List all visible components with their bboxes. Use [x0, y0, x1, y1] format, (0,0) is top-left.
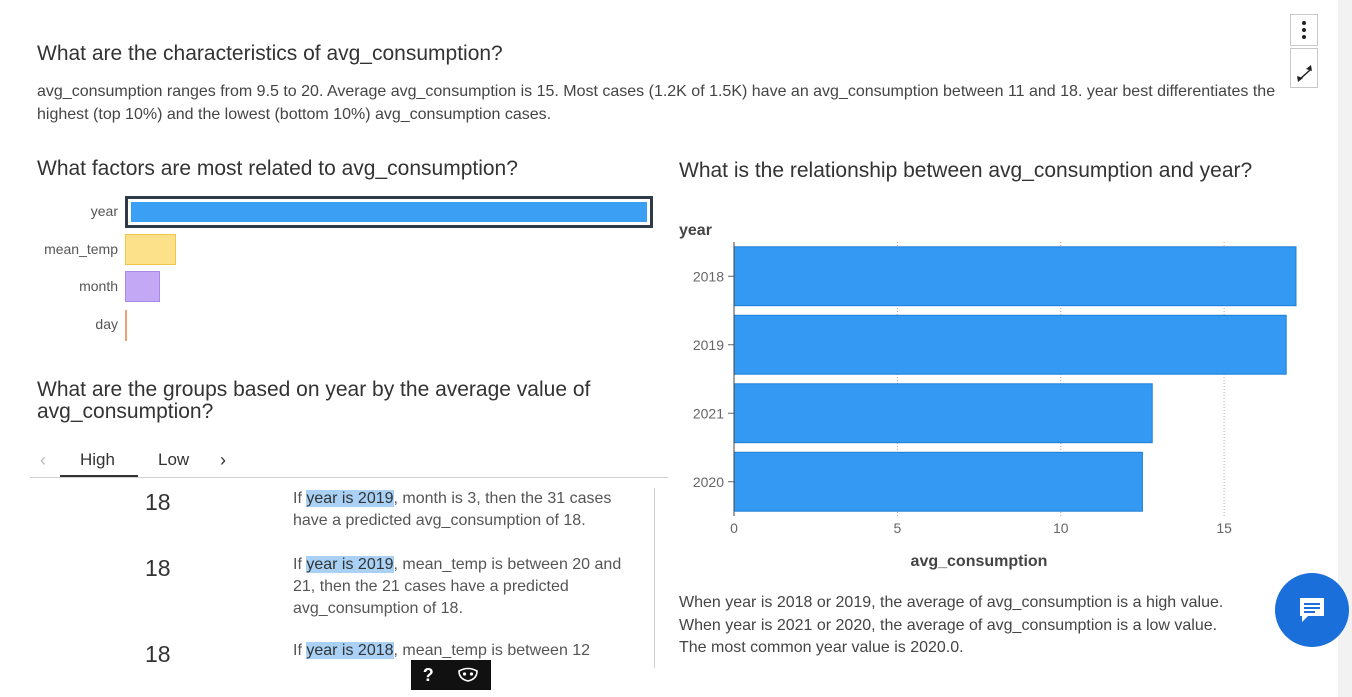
x-axis-label: avg_consumption [911, 553, 1048, 570]
bar-2019[interactable] [733, 314, 1287, 375]
rule-value: 18 [145, 489, 171, 515]
tab-low[interactable]: Low [158, 450, 190, 469]
y-tick-label: 2021 [693, 405, 724, 421]
x-tick-label: 10 [1053, 520, 1069, 536]
y-tick-label: 2019 [693, 337, 724, 353]
x-tick-label: 5 [893, 520, 901, 536]
characteristics-title: What are the characteristics of avg_cons… [37, 42, 503, 65]
rule-text: If year is 2019, mean_temp is between 20… [293, 556, 622, 617]
chevron-right-icon[interactable]: › [220, 450, 226, 470]
insight-line: When year is 2018 or 2019, the average o… [679, 594, 1224, 611]
factors-title: What factors are most related to avg_con… [37, 157, 518, 180]
scroll-strip [1338, 0, 1352, 697]
rule-value: 18 [145, 641, 171, 667]
factor-label-month: month [79, 278, 118, 294]
factor-bar-day[interactable] [125, 310, 127, 341]
bar-2021[interactable] [733, 383, 1153, 444]
factor-label-year: year [90, 203, 118, 219]
x-tick-label: 15 [1216, 520, 1232, 536]
rule-highlight: year is 2019 [306, 556, 394, 573]
rule-highlight: year is 2018 [306, 642, 394, 659]
factor-bar-month[interactable] [125, 271, 160, 302]
relationship-chart: 2018 2019 2021 2020 0 5 10 15 year avg_consumptio… [679, 222, 1297, 570]
relationship-title: What is the relationship between avg_con… [679, 159, 1253, 182]
chat-button[interactable] [1275, 573, 1349, 647]
rule-highlight: year is 2019 [306, 490, 394, 507]
rule-value: 18 [145, 555, 171, 581]
bar-2018[interactable] [733, 246, 1297, 307]
question-mark-icon[interactable]: ? [422, 664, 434, 685]
x-tick-label: 0 [730, 520, 738, 536]
y-axis-label: year [679, 222, 712, 239]
chat-bubble-icon [1300, 598, 1324, 622]
rules-scrollbar[interactable] [654, 488, 655, 668]
bottom-toolbar: ? [411, 660, 491, 690]
tab-high[interactable]: High [80, 450, 115, 469]
rule-text: If year is 2019, month is 3, then the 31… [293, 490, 612, 529]
y-tick-label: 2018 [693, 268, 724, 284]
relationship-insight: When year is 2018 or 2019, the average o… [679, 592, 1289, 660]
mask-icon[interactable] [457, 667, 479, 683]
chevron-left-icon[interactable]: ‹ [40, 450, 46, 470]
more-options-button[interactable] [1290, 14, 1318, 46]
groups-title: What are the groups based on year by the… [37, 378, 591, 423]
factor-label-day: day [95, 316, 118, 332]
vertical-ellipsis-icon [1302, 21, 1306, 25]
factor-bar-mean-temp[interactable] [125, 234, 176, 265]
factor-label-mean-temp: mean_temp [44, 241, 118, 257]
characteristics-summary: avg_consumption ranges from 9.5 to 20. A… [37, 83, 1276, 123]
y-tick-label: 2020 [693, 474, 724, 490]
expand-button[interactable] [1290, 48, 1318, 88]
active-tab-indicator [60, 475, 138, 477]
factor-bar-year[interactable] [125, 196, 653, 228]
bar-2020[interactable] [733, 451, 1143, 512]
insight-line: When year is 2021 or 2020, the average o… [679, 616, 1218, 634]
expand-arrows-icon [1297, 65, 1312, 82]
groups-tabs: ‹ High Low › [30, 448, 668, 478]
insight-line: The most common year value is 2020.0. [679, 639, 964, 656]
rule-text: If year is 2018, mean_temp is between 12 [293, 642, 591, 659]
